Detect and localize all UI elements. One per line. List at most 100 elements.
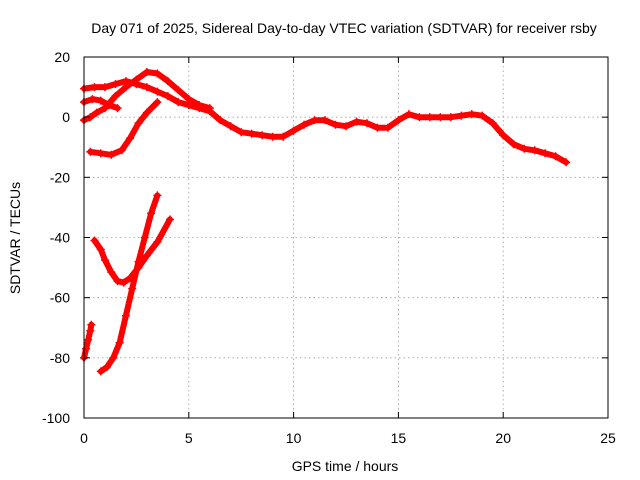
series-steep-rise-point-2	[109, 353, 118, 362]
series-main-track-point-43	[530, 146, 539, 155]
y-tick-label-6: 20	[54, 49, 70, 65]
series-steep-rise-point-3	[115, 338, 124, 347]
series-main-track-point-18	[268, 132, 277, 141]
y-tick-label-1: -80	[50, 350, 70, 366]
series-upper-arc-point-11	[184, 95, 193, 104]
series-main-track-point-2	[100, 83, 109, 92]
series-upper-arc-point-5	[121, 83, 130, 92]
series-early-short-point-2	[84, 335, 93, 344]
series-main-track-point-9	[174, 98, 183, 107]
series-main-track-point-21	[300, 120, 309, 129]
series-main-track-point-38	[478, 111, 487, 120]
series-rising-segment-point-2	[107, 150, 116, 159]
series-main-track-point-17	[258, 131, 267, 140]
series-main-track-point-28	[373, 123, 382, 132]
series-upper-arc-point-7	[142, 68, 151, 77]
x-axis-label: GPS time / hours	[292, 458, 399, 474]
series-main-track-point-37	[467, 110, 476, 119]
series-steep-rise-point-9	[153, 191, 162, 200]
series-dip-curve-point-3	[107, 268, 116, 277]
series-steep-rise-point-5	[128, 284, 137, 293]
series-main-track-point-32	[415, 113, 424, 122]
series-main-track-point-24	[331, 120, 340, 129]
series-short-segment-point-1	[88, 95, 97, 104]
series-early-short-point-1	[82, 344, 91, 353]
series-early-short-point-4	[87, 320, 96, 329]
series-layer	[80, 68, 571, 376]
x-tick-label-1: 5	[185, 430, 193, 446]
series-steep-rise-point-1	[103, 362, 112, 371]
series-dip-curve-point-0	[90, 236, 99, 245]
series-main-track-point-35	[446, 113, 455, 122]
series-main-track-point-14	[226, 122, 235, 131]
series-early-short-point-3	[86, 326, 95, 335]
series-main-track-point-44	[541, 149, 550, 158]
series-main-track-point-33	[425, 113, 434, 122]
y-tick-label-3: -40	[50, 230, 70, 246]
series-short-segment-point-3	[105, 101, 114, 110]
y-tick-label-5: 0	[62, 109, 70, 125]
series-main-track-point-22	[310, 116, 319, 125]
series-main-track-point-36	[457, 111, 466, 120]
series-rising-segment-point-4	[126, 134, 135, 143]
series-dip-curve-point-2	[100, 256, 109, 265]
series-main-track-point-6	[142, 83, 151, 92]
series-rising-segment-point-5	[134, 119, 143, 128]
series-main-track-point-19	[279, 132, 288, 141]
series-short-segment-point-4	[113, 104, 122, 113]
series-upper-arc-point-4	[111, 92, 120, 101]
series-main-track-point-20	[289, 126, 298, 135]
series-main-track-point-15	[237, 128, 246, 137]
x-tick-label-0: 0	[80, 430, 88, 446]
series-steep-rise-point-6	[134, 257, 143, 266]
series-steep-rise-point-8	[147, 209, 156, 218]
series-upper-arc-point-13	[205, 104, 214, 113]
series-main-track-point-42	[520, 144, 529, 153]
series-upper-arc-point-2	[92, 108, 101, 117]
series-dip-curve-point-5	[119, 278, 128, 287]
series-main-track-point-27	[362, 119, 371, 128]
series-main-track-point-29	[383, 123, 392, 132]
x-tick-label-5: 25	[600, 430, 616, 446]
series-upper-arc-point-10	[174, 86, 183, 95]
series-main-track-point-8	[163, 92, 172, 101]
series-steep-rise-point-0	[96, 367, 105, 376]
series-main-track-point-41	[509, 140, 518, 149]
series-dip-curve-point-4	[113, 277, 122, 286]
chart-title: Day 071 of 2025, Sidereal Day-to-day VTE…	[91, 20, 597, 36]
series-dip-curve-point-10	[165, 215, 174, 224]
series-main-track-point-3	[111, 80, 120, 89]
series-upper-arc-point-9	[163, 77, 172, 86]
series-main-track-point-31	[404, 110, 413, 119]
series-main-track-point-13	[216, 116, 225, 125]
series-dip-curve-point-9	[153, 238, 162, 247]
series-rising-segment-point-7	[153, 98, 162, 107]
series-main-track-point-23	[321, 116, 330, 125]
grid-layer	[84, 57, 608, 418]
x-tick-label-4: 20	[495, 430, 511, 446]
series-steep-rise-point-4	[121, 311, 130, 320]
series-upper-arc-point-12	[195, 101, 204, 110]
tick-label-layer: 0 5 10 15 20 25 -100 -80 -60 -40 -20 0 20	[42, 49, 616, 446]
y-axis-label: SDTVAR / TECUs	[7, 182, 23, 294]
series-steep-rise	[97, 192, 161, 375]
series-dip-curve-point-8	[142, 251, 151, 260]
series-main-track-point-1	[90, 83, 99, 92]
series-rising-segment-point-1	[96, 149, 105, 158]
series-main-track-point-39	[488, 119, 497, 128]
y-tick-label-2: -60	[50, 290, 70, 306]
series-dip-curve-point-1	[96, 245, 105, 254]
series-upper-arc-point-8	[153, 69, 162, 78]
series-main-track-point-45	[551, 152, 560, 161]
x-tick-label-3: 15	[391, 430, 407, 446]
series-main-track-point-40	[499, 131, 508, 140]
series-main-track-point-34	[436, 113, 445, 122]
series-main-track-point-7	[153, 87, 162, 96]
y-tick-label-0: -100	[42, 410, 70, 426]
series-main-track-point-26	[352, 117, 361, 126]
series-upper-arc-point-6	[132, 75, 141, 84]
axes-layer	[83, 56, 609, 419]
series-rising-segment-point-6	[142, 108, 151, 117]
